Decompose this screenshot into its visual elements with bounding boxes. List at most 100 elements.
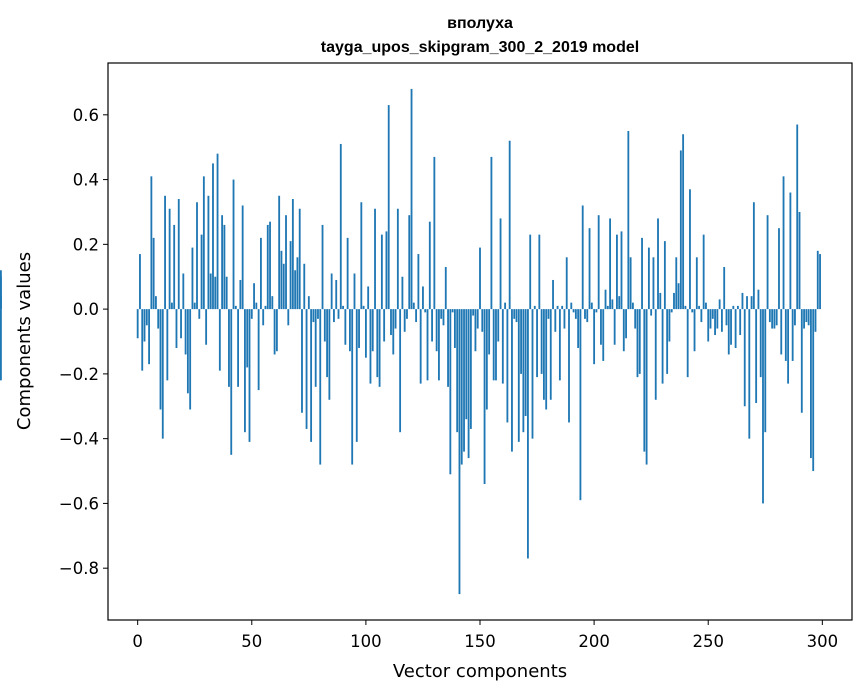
bar <box>453 309 456 348</box>
bar <box>225 276 228 310</box>
bar <box>241 205 244 310</box>
bar <box>417 254 420 310</box>
bar <box>766 215 769 310</box>
bar <box>778 228 780 310</box>
bar <box>734 309 737 348</box>
bar <box>476 309 479 329</box>
y-tick-label: −0.4 <box>59 430 99 449</box>
bar <box>705 302 707 310</box>
bar <box>597 215 600 310</box>
bar <box>800 309 803 413</box>
bar <box>549 309 552 400</box>
bar <box>191 247 194 310</box>
bar <box>757 289 760 310</box>
bar <box>714 309 716 336</box>
bar <box>298 208 301 310</box>
bar <box>673 292 675 310</box>
bar <box>746 296 748 310</box>
bar <box>323 309 326 342</box>
bar <box>282 263 285 310</box>
y-axis-label: Components values <box>14 252 35 430</box>
bar <box>408 215 411 310</box>
bar <box>474 309 477 352</box>
bar <box>360 202 363 310</box>
bar <box>349 309 351 352</box>
bar <box>682 134 685 310</box>
bar <box>269 221 271 310</box>
bar <box>412 302 415 310</box>
bar <box>768 309 771 323</box>
bar <box>371 309 374 352</box>
bar <box>515 309 518 323</box>
bar <box>465 309 468 420</box>
bar <box>312 309 315 323</box>
bar <box>606 305 609 310</box>
bar <box>310 309 313 442</box>
bar <box>145 309 148 326</box>
bar <box>456 309 459 433</box>
bar <box>652 257 655 310</box>
bar <box>691 309 694 313</box>
bar <box>513 309 516 319</box>
bar <box>351 309 354 465</box>
bar <box>307 296 310 310</box>
bar <box>221 215 224 310</box>
bar <box>764 309 767 433</box>
bar <box>264 305 267 310</box>
bar <box>689 189 691 310</box>
bar <box>390 309 392 336</box>
bar <box>698 305 701 310</box>
bar <box>643 309 646 452</box>
bar <box>296 257 299 310</box>
bar <box>501 309 504 384</box>
bar <box>529 234 532 310</box>
y-tick-label: 0.4 <box>73 171 99 190</box>
bar <box>216 153 219 310</box>
bar <box>344 309 347 345</box>
x-tick-label: 150 <box>464 632 496 651</box>
bar <box>625 309 627 339</box>
bar <box>346 237 349 310</box>
bar <box>787 309 790 384</box>
bar <box>771 309 774 329</box>
bar <box>479 247 481 310</box>
bar <box>339 143 342 310</box>
bar <box>540 309 543 374</box>
bar <box>723 267 726 310</box>
bar <box>442 309 445 326</box>
y-tick-label: −0.6 <box>59 494 99 513</box>
bar <box>572 309 575 313</box>
bar <box>700 309 703 323</box>
bar <box>552 279 554 310</box>
bar <box>638 309 641 374</box>
bar <box>328 309 331 400</box>
bar <box>748 309 751 439</box>
bar <box>435 309 438 352</box>
bar <box>554 309 557 332</box>
bar <box>143 309 146 342</box>
bar <box>810 309 812 459</box>
bar <box>223 224 226 310</box>
bar <box>399 309 402 433</box>
bar <box>207 195 210 310</box>
plot-frame <box>107 62 853 621</box>
bar <box>177 199 180 310</box>
bar <box>280 250 283 310</box>
bar <box>595 309 598 313</box>
bar <box>415 309 418 323</box>
bar <box>616 234 618 310</box>
bar <box>506 309 509 423</box>
y-tick-label: −0.8 <box>59 559 99 578</box>
bar <box>463 309 465 452</box>
bar <box>497 309 500 342</box>
bar <box>472 309 475 316</box>
bar <box>369 309 372 384</box>
bar <box>641 237 643 310</box>
bar <box>750 296 753 310</box>
bar <box>647 247 650 310</box>
bar <box>657 218 659 310</box>
bar <box>577 309 580 348</box>
bar <box>677 283 680 310</box>
bar <box>762 309 764 504</box>
bar <box>419 309 422 384</box>
